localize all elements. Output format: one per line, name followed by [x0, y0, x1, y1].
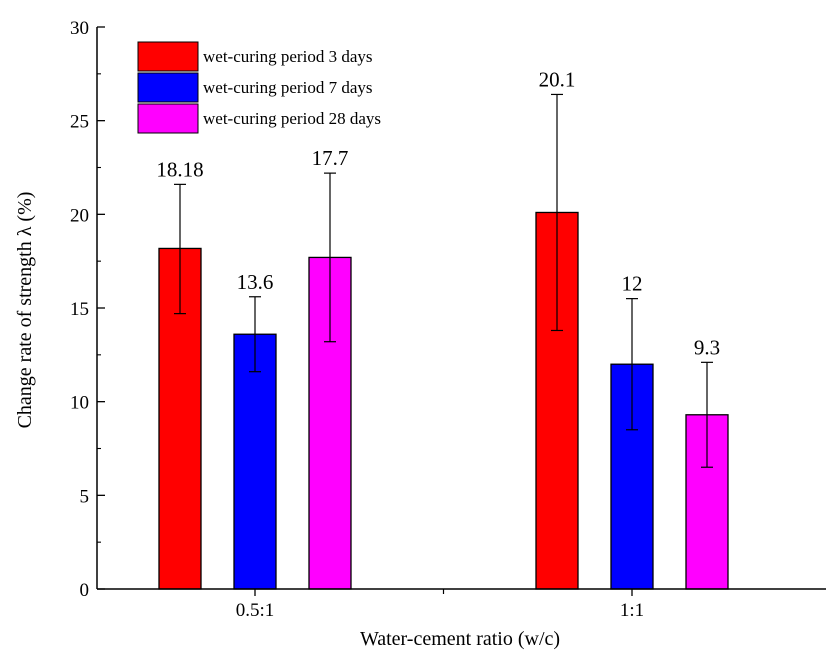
- error-bars-layer: [174, 93, 713, 468]
- data-label-series1-0: 13.6: [237, 270, 274, 294]
- bar-series1-1: [610, 363, 654, 590]
- y-tick-label-4: 20: [70, 205, 89, 226]
- y-tick-label-5: 25: [70, 112, 89, 133]
- legend-label-2: wet-curing period 28 days: [203, 109, 381, 128]
- legend-swatch-1: [137, 72, 199, 103]
- x-tick-label-0: 0.5:1: [236, 600, 275, 621]
- y-axis-title: Change rate of strength λ (%): [14, 192, 36, 429]
- data-label-series0-1: 20.1: [539, 67, 576, 91]
- data-label-series0-0: 18.18: [156, 157, 203, 181]
- data-label-series2-0: 17.7: [312, 146, 349, 170]
- legend: wet-curing period 3 days wet-curing perio…: [137, 41, 381, 134]
- y-tick-label-0: 0: [80, 580, 90, 601]
- x-axis-title: Water-cement ratio (w/c): [360, 628, 560, 650]
- bar-series1-0: [233, 333, 277, 590]
- y-tick-label-3: 15: [70, 299, 89, 320]
- data-labels-layer: 18.18 20.1 13.6 12 17.7 9.3: [156, 67, 720, 359]
- y-tick-label-2: 10: [70, 393, 89, 414]
- legend-swatch-2: [137, 103, 199, 134]
- legend-label-1: wet-curing period 7 days: [203, 78, 372, 97]
- data-label-series2-1: 9.3: [694, 335, 720, 359]
- legend-label-0: wet-curing period 3 days: [203, 47, 372, 66]
- legend-swatch-0: [137, 41, 199, 72]
- x-tick-label-1: 1:1: [620, 600, 644, 621]
- axes-layer: 0 5 10 15 20 25 30 0.5:1 1:1: [70, 18, 826, 621]
- data-label-series1-1: 12: [622, 272, 643, 296]
- y-tick-label-6: 30: [70, 18, 89, 39]
- y-tick-label-1: 5: [80, 486, 90, 507]
